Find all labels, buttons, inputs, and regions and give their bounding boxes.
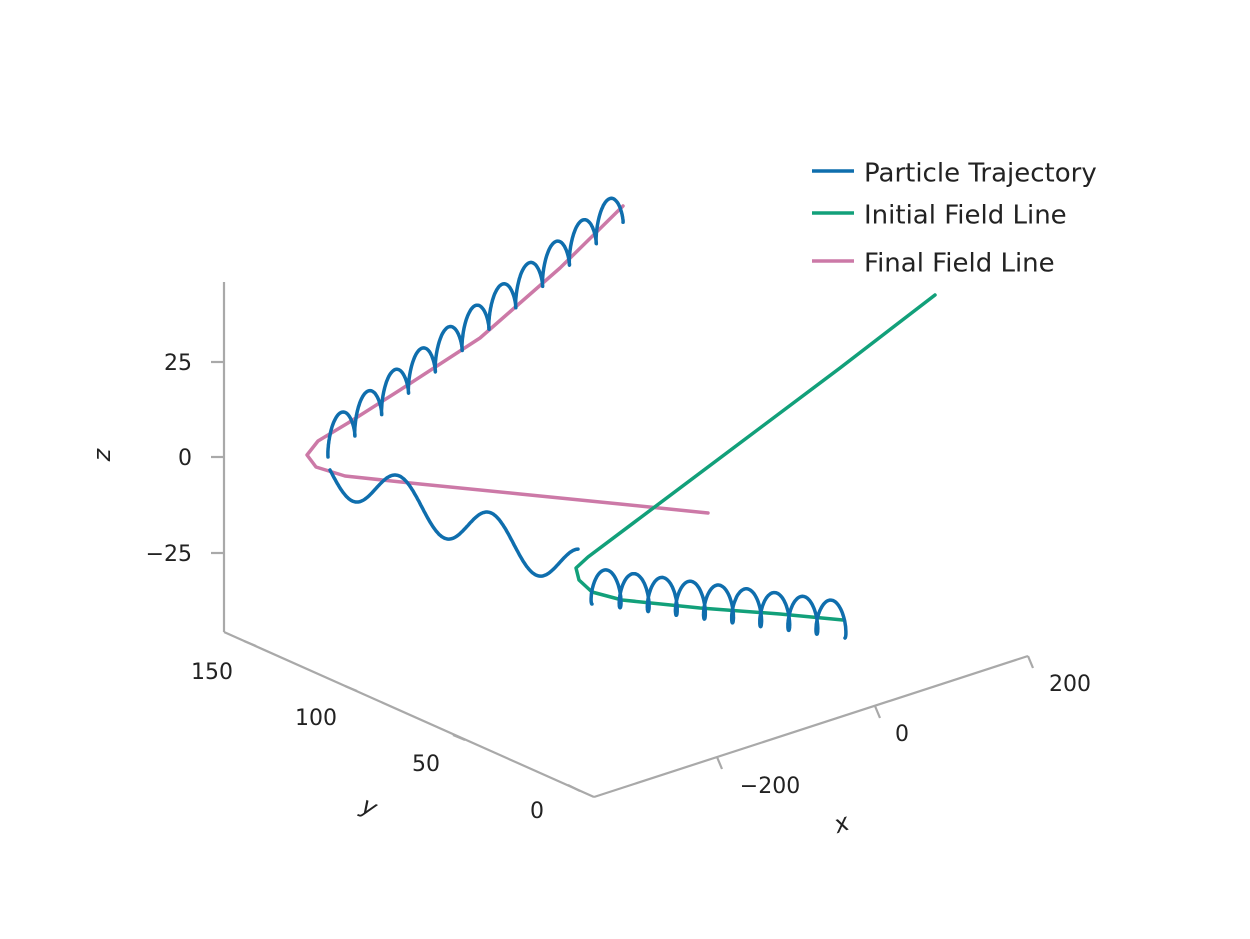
y-tick-label-50: 50: [412, 752, 440, 777]
y-tick-50: [452, 733, 466, 742]
y-axis-title: y: [356, 791, 382, 823]
axis-titles: z y x: [88, 447, 853, 839]
y-tick-label-150: 150: [191, 660, 233, 685]
x-tick-label-0: 0: [895, 722, 909, 747]
axes-frame: [222, 282, 1029, 799]
y-axis-line: [223, 630, 595, 799]
x-tick-label-neg200: −200: [740, 774, 800, 799]
x-tick-neg200: [715, 756, 724, 770]
final-field-line-curve: [305, 204, 710, 515]
y-tick-label-100: 100: [295, 706, 337, 731]
z-tick-label-neg25: −25: [146, 542, 192, 567]
z-tick-label-25: 25: [164, 351, 192, 376]
tick-marks: [211, 360, 1035, 792]
chart-curves: [305, 196, 937, 640]
legend-item-final-field-line: Final Field Line: [812, 249, 1055, 279]
legend: Particle Trajectory Initial Field Line F…: [812, 159, 1097, 279]
tick-labels: 25 0 −25 150 100 50 0 −200 0 200: [146, 351, 1091, 824]
legend-label-particle-trajectory: Particle Trajectory: [864, 159, 1097, 189]
y-tick-100: [344, 684, 358, 693]
legend-label-final-field-line: Final Field Line: [864, 249, 1055, 279]
y-tick-0: [567, 784, 581, 792]
initial-field-line-curve: [574, 293, 937, 622]
particle-trajectory-upper-segment: [326, 196, 625, 459]
x-axis-line: [593, 654, 1029, 799]
legend-item-initial-field-line: Initial Field Line: [812, 201, 1067, 231]
x-axis-title: x: [829, 808, 853, 840]
legend-item-particle-trajectory: Particle Trajectory: [812, 159, 1097, 189]
particle-trajectory-middle-segment: [328, 468, 580, 578]
x-tick-200: [1026, 655, 1035, 669]
particle-trajectory-lower-segment: [589, 568, 848, 640]
legend-label-initial-field-line: Initial Field Line: [864, 201, 1067, 231]
x-tick-0: [873, 705, 882, 719]
y-tick-label-0: 0: [530, 799, 544, 824]
y-tick-150: [243, 639, 257, 648]
z-axis-title: z: [88, 447, 116, 462]
x-tick-label-200: 200: [1049, 672, 1091, 697]
z-tick-label-0: 0: [178, 446, 192, 471]
